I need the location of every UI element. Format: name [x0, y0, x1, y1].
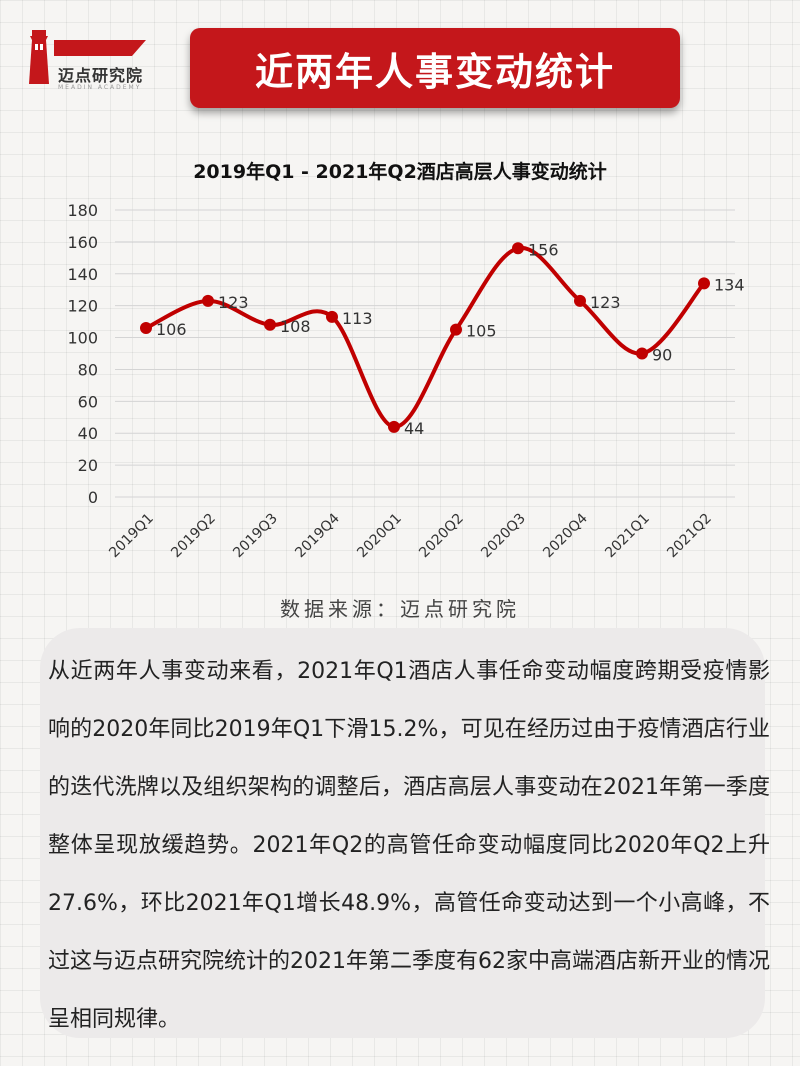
data-point — [450, 323, 462, 336]
data-label: 90 — [652, 346, 672, 365]
brand-name: 迈点研究院 — [58, 66, 144, 85]
y-tick-label: 180 — [67, 201, 98, 220]
y-tick-label: 60 — [78, 392, 98, 411]
data-label: 105 — [466, 322, 497, 341]
data-label: 106 — [156, 320, 187, 339]
x-tick-label: 2020Q3 — [478, 511, 529, 562]
y-tick-label: 160 — [67, 233, 98, 252]
text-panel — [40, 628, 765, 1038]
line-chart: 2019年Q1 - 2021年Q2酒店高层人事变动统计 0 20 40 60 80 100… — [67, 160, 745, 562]
logo-flag — [54, 40, 146, 56]
chart-title: 2019年Q1 - 2021年Q2酒店高层人事变动统计 — [193, 160, 607, 183]
data-label: 156 — [528, 240, 559, 259]
x-tick-label: 2020Q4 — [540, 510, 591, 561]
data-label: 123 — [218, 293, 249, 312]
y-tick-label: 0 — [88, 488, 98, 507]
page-title: 近两年人事变动统计 — [254, 49, 615, 94]
data-point — [574, 294, 586, 307]
data-label: 113 — [342, 309, 373, 328]
data-label: 134 — [714, 275, 745, 294]
source-note: 数据来源：迈点研究院 — [280, 597, 520, 621]
y-tick-label: 140 — [67, 265, 98, 284]
y-tick-label: 120 — [67, 297, 98, 316]
x-tick-label: 2019Q2 — [168, 511, 219, 562]
data-point — [326, 310, 338, 323]
data-label: 123 — [590, 293, 621, 312]
series-line — [144, 246, 706, 429]
lighthouse-icon — [29, 30, 49, 84]
data-label: 108 — [280, 317, 311, 336]
y-tick-label: 100 — [67, 329, 98, 348]
x-tick-label: 2021Q1 — [602, 511, 653, 562]
data-point — [264, 318, 276, 331]
data-point — [140, 321, 152, 334]
y-tick-label: 40 — [78, 424, 98, 443]
data-point — [512, 242, 524, 255]
data-point — [388, 420, 400, 433]
title-banner: 近两年人事变动统计 — [190, 28, 680, 108]
data-label: 44 — [404, 419, 424, 438]
y-tick-label: 80 — [78, 360, 98, 379]
y-tick-label: 20 — [78, 456, 98, 475]
x-tick-label: 2020Q1 — [354, 511, 405, 562]
data-point — [202, 294, 214, 307]
logo — [29, 30, 146, 84]
x-tick-label: 2019Q3 — [230, 511, 281, 562]
data-point — [636, 347, 648, 360]
x-tick-label: 2020Q2 — [416, 511, 467, 562]
x-tick-label: 2019Q4 — [292, 510, 343, 561]
brand-sub: MEADIN ACADEMY — [58, 84, 142, 91]
x-tick-label: 2019Q1 — [106, 511, 157, 562]
data-point — [698, 277, 710, 290]
x-tick-label: 2021Q2 — [664, 511, 715, 562]
body-text: 从近两年人事变动来看，2021年Q1酒店人事任命变动幅度跨期受疫情影响的2020… — [48, 659, 770, 1032]
